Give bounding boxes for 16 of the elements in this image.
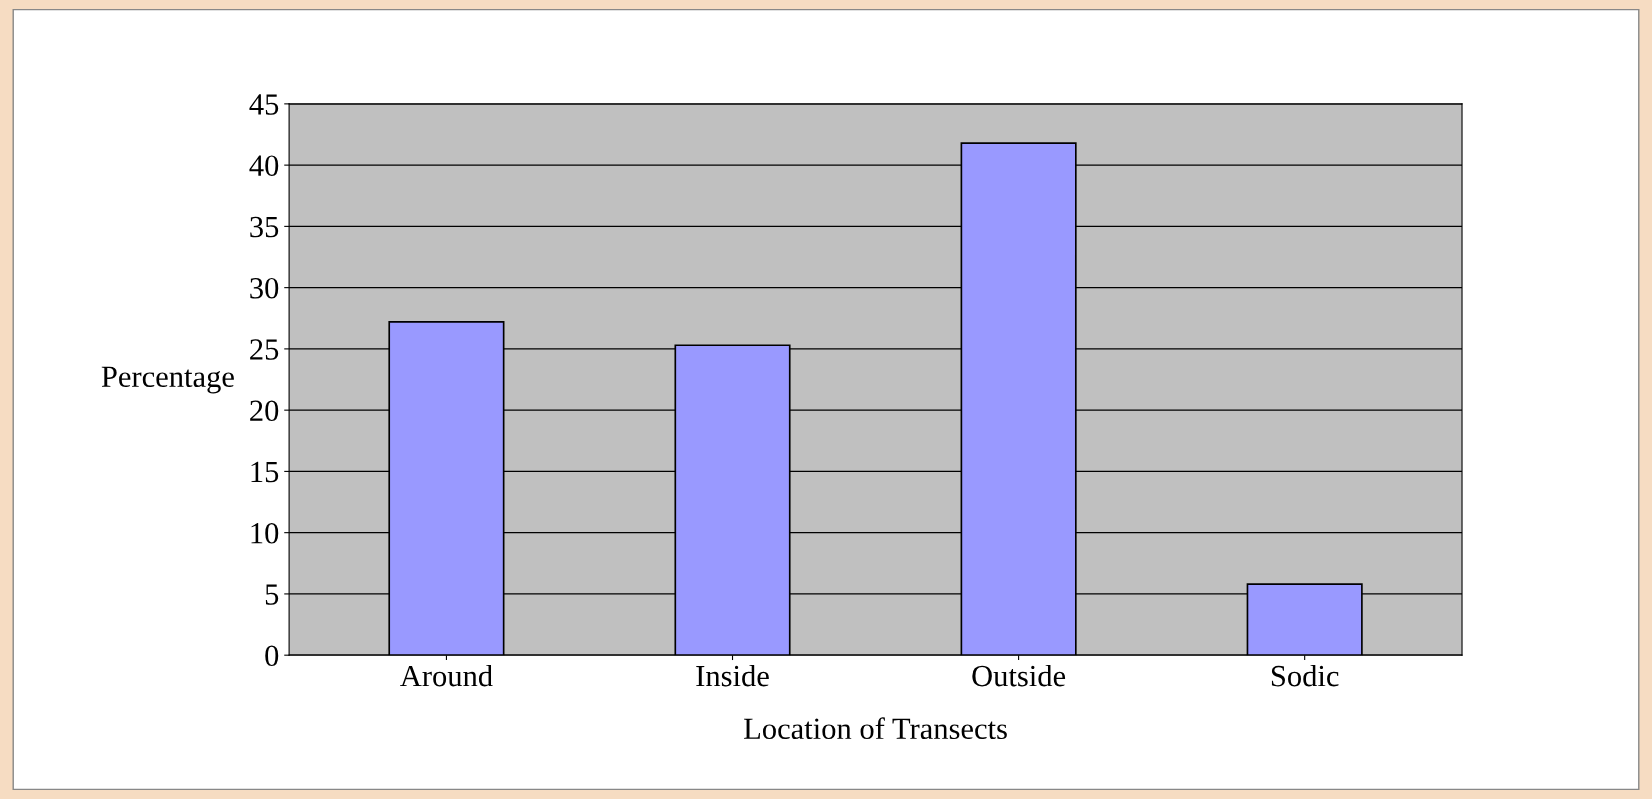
y-tick-label: 0 [265, 645, 279, 667]
y-axis-title: Percentage [101, 366, 234, 394]
y-tick-label: 5 [265, 584, 279, 605]
y-tick-label: 40 [249, 155, 279, 177]
x-axis-title: Location of Transects [744, 717, 1007, 740]
y-tick-label: 45 [249, 94, 279, 115]
y-tick-label: 15 [251, 461, 279, 483]
x-tick-label: Inside [696, 664, 769, 687]
y-tick-label: 10 [251, 522, 279, 544]
x-tick-label: Sodic [1271, 664, 1339, 687]
y-tick-label: 20 [250, 400, 279, 422]
x-tick-label: Outside [972, 664, 1066, 687]
y-tick-label: 35 [250, 216, 279, 238]
x-tick-label: Around [400, 664, 493, 687]
y-tick-label: 25 [250, 339, 279, 360]
y-tick-label: 30 [250, 277, 279, 299]
